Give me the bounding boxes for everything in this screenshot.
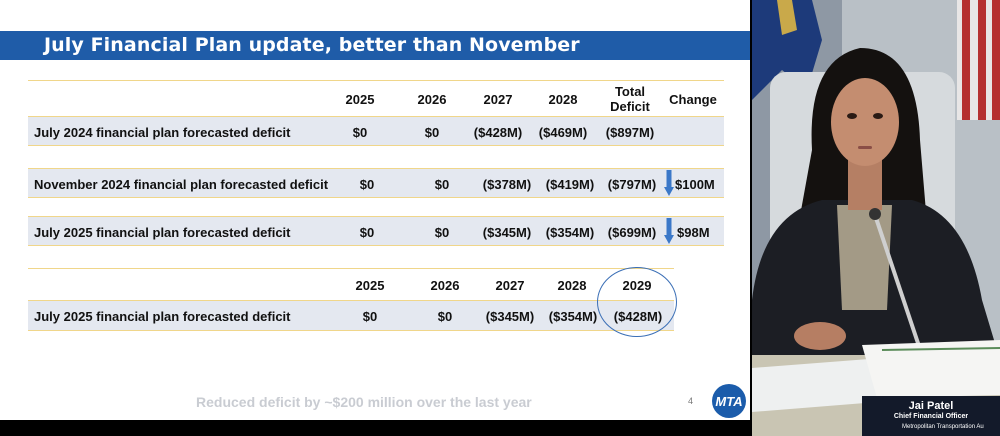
column-header: 2025: [355, 278, 385, 293]
table-cell: ($378M): [482, 177, 532, 192]
column-header: 2028: [557, 278, 587, 293]
column-header: 2028: [548, 92, 578, 107]
speaker-name: Jai Patel: [908, 400, 954, 412]
row-label: November 2024 financial plan forecasted …: [34, 177, 329, 192]
bottom-bar: [0, 420, 750, 436]
table-cell: $0: [434, 225, 450, 240]
table-cell: ($419M): [545, 177, 595, 192]
down-arrow-icon: [664, 218, 674, 244]
table-rule: [28, 245, 724, 246]
table-cell: $0: [359, 225, 375, 240]
table-rule: [28, 268, 674, 269]
column-header: 2027: [495, 278, 525, 293]
row-label: July 2025 financial plan forecasted defi…: [34, 225, 291, 240]
table-cell: ($345M): [482, 225, 532, 240]
table-rule: [28, 300, 674, 301]
page-number: 4: [688, 396, 694, 406]
table-cell: ($897M): [605, 125, 655, 140]
column-header: 2025: [345, 92, 375, 107]
table-cell: $0: [359, 177, 375, 192]
table-cell: $0: [424, 125, 440, 140]
table-cell: ($354M): [545, 225, 595, 240]
table-cell: ($699M): [607, 225, 657, 240]
speaker-video: [752, 0, 1000, 436]
table-rule: [28, 168, 724, 169]
table-row: [28, 217, 724, 245]
down-arrow-icon: [664, 170, 674, 196]
table-cell: $0: [352, 125, 368, 140]
change-value: $98M: [677, 225, 710, 240]
mta-logo: MTA: [712, 384, 746, 418]
presentation-slide: July Financial Plan update, better than …: [0, 0, 750, 420]
slide-title: July Financial Plan update, better than …: [44, 34, 580, 56]
column-header-total-line: Total: [614, 84, 646, 99]
column-header-total-line: Deficit: [610, 99, 650, 114]
slide-title-bar: July Financial Plan update, better than …: [0, 31, 750, 60]
table-row: [28, 169, 724, 197]
table-cell: $0: [362, 309, 378, 324]
table-rule: [28, 80, 724, 81]
row-label: July 2025 financial plan forecasted defi…: [34, 309, 291, 324]
table-cell: $0: [434, 177, 450, 192]
table-rule: [28, 145, 724, 146]
column-header: 2026: [417, 92, 447, 107]
table-row: [28, 301, 674, 330]
table-rule: [28, 197, 724, 198]
table-cell: ($345M): [485, 309, 535, 324]
column-header: 2027: [483, 92, 513, 107]
row-label: July 2024 financial plan forecasted defi…: [34, 125, 291, 140]
speaker-video-frame: [752, 0, 1000, 436]
table-cell: $0: [437, 309, 453, 324]
table-rule: [28, 330, 674, 331]
speaker-role: Chief Financial Officer: [893, 413, 969, 420]
slide-footnote: Reduced deficit by ~$200 million over th…: [196, 394, 532, 410]
table-rule: [28, 116, 724, 117]
column-header-total: Total Deficit: [600, 84, 660, 114]
table-cell: ($797M): [607, 177, 657, 192]
table-row: [28, 117, 724, 145]
column-header-change: Change: [669, 92, 717, 107]
table-rule: [28, 216, 724, 217]
highlight-circle: [597, 267, 677, 337]
column-header: 2026: [430, 278, 460, 293]
change-value: $100M: [675, 177, 715, 192]
table-cell: ($428M): [473, 125, 523, 140]
table-cell: ($354M): [548, 309, 598, 324]
table-cell: ($469M): [538, 125, 588, 140]
video-divider: [750, 0, 752, 436]
speaker-organization: Metropolitan Transportation Au: [902, 424, 984, 430]
speaker-caption: Jai Patel Chief Financial Officer Metrop…: [862, 396, 1000, 436]
